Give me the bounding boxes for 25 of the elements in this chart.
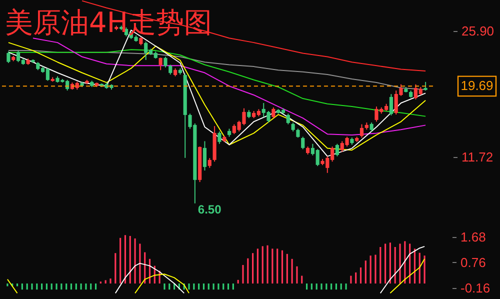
line-series [134, 274, 190, 294]
candlestick [389, 94, 393, 116]
candlestick [6, 50, 10, 64]
line-series [114, 262, 185, 294]
y-tick-label: 25.90 [462, 24, 494, 39]
candlestick [286, 113, 290, 125]
candlestick [158, 57, 162, 71]
y-tick-label: 11.72 [462, 150, 494, 165]
candlestick [202, 140, 207, 172]
y-tick-label: 0.76 [460, 254, 486, 270]
candlestick [164, 56, 168, 68]
candlestick [335, 143, 340, 157]
candlestick [272, 106, 276, 119]
candlestick [168, 64, 172, 76]
line-series [32, 38, 426, 136]
candlestick [301, 136, 305, 150]
annotation: 6.50 [198, 202, 222, 216]
candlestick [218, 130, 222, 144]
y-tick-label: -0.16 [460, 280, 490, 296]
line-series [380, 246, 426, 294]
ref-line-label: 19.69 [460, 78, 494, 94]
y-tick-label: 1.68 [460, 230, 486, 245]
candlestick [360, 124, 364, 138]
candlestick [208, 158, 212, 168]
line-series [390, 258, 426, 294]
